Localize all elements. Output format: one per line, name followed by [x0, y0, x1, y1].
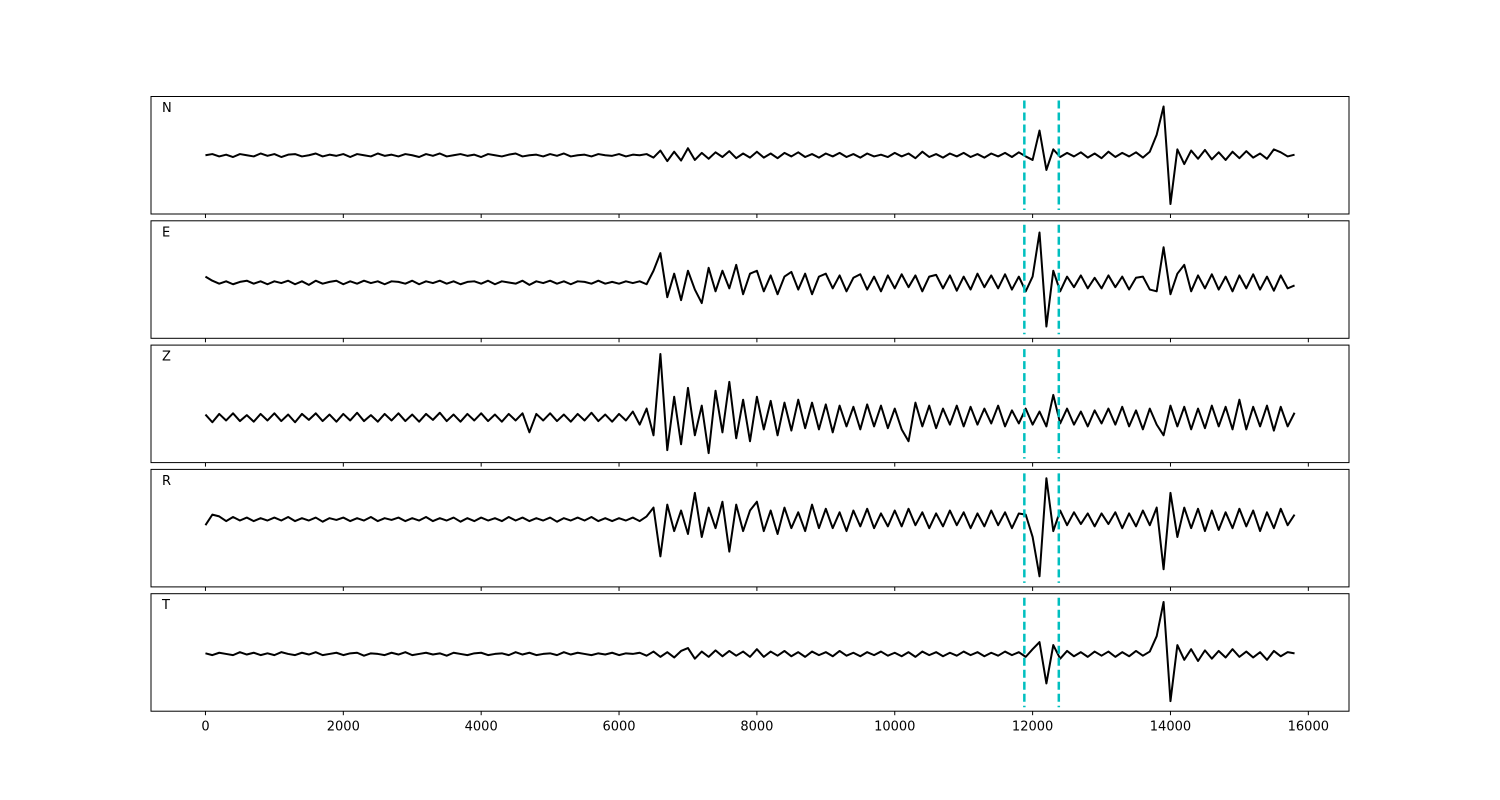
x-tick-label: 8000: [740, 720, 773, 735]
panel-frame: [150, 344, 1350, 464]
waveform: [205, 600, 1295, 703]
waveform: [205, 105, 1295, 206]
waveform: [204, 353, 1296, 455]
panel-frame: [150, 220, 1350, 339]
x-tick-label: 2000: [327, 720, 360, 735]
panel-frame: [150, 96, 1350, 215]
x-tick-label: 16000: [1288, 720, 1329, 735]
waveform: [204, 231, 1295, 328]
x-tick-label: 14000: [1150, 720, 1191, 735]
x-tick-label: 0: [201, 720, 209, 735]
panel-label: R: [162, 474, 171, 489]
panel-frame: [150, 468, 1350, 588]
x-tick-label: 4000: [465, 720, 498, 735]
panel-label: E: [162, 225, 170, 240]
x-tick-label: 10000: [874, 720, 915, 735]
panel-label: Z: [162, 350, 171, 365]
waveform: [204, 477, 1296, 578]
panel-label: N: [162, 101, 172, 116]
x-tick-label: 6000: [602, 720, 635, 735]
panel-label: T: [161, 598, 170, 613]
panel-frame: [150, 593, 1350, 712]
x-tick-label: 12000: [1012, 720, 1053, 735]
